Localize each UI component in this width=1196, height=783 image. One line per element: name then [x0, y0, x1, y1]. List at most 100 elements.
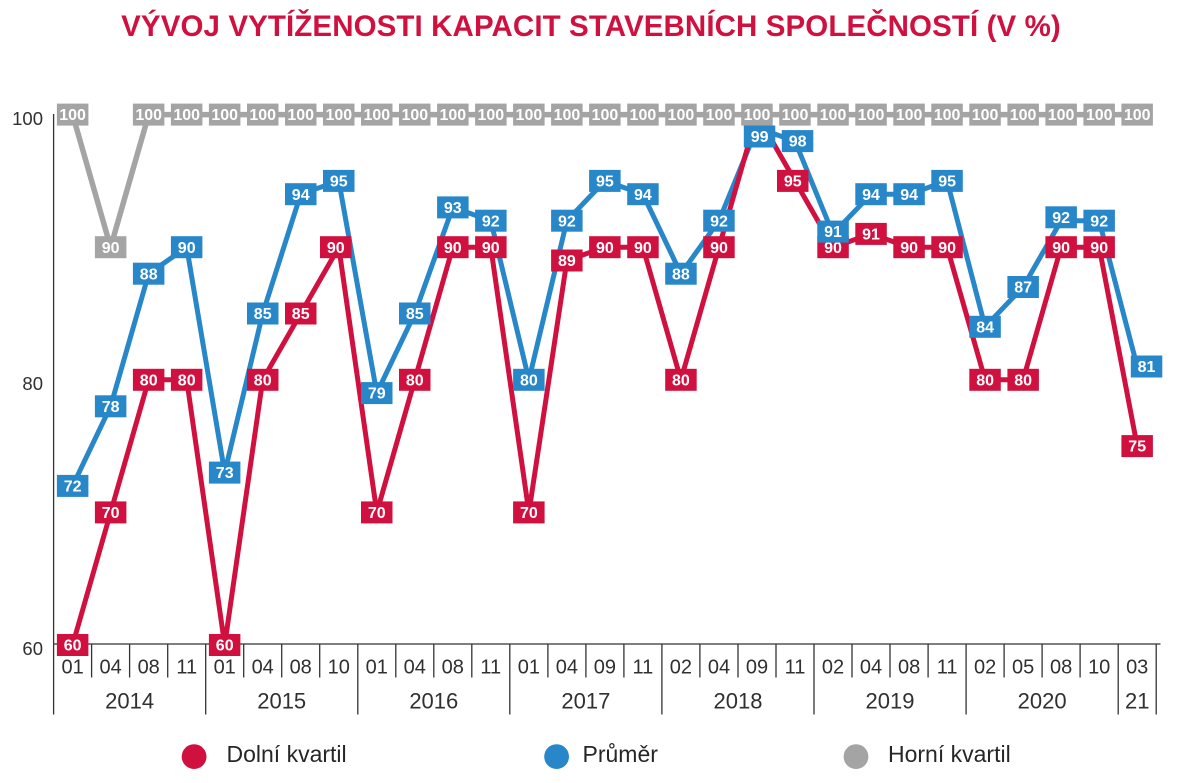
svg-text:2020: 2020	[1018, 689, 1067, 714]
svg-text:100: 100	[858, 107, 885, 124]
svg-text:92: 92	[558, 213, 576, 230]
svg-text:100: 100	[439, 107, 466, 124]
svg-text:02: 02	[822, 657, 844, 679]
svg-text:90: 90	[102, 240, 120, 257]
svg-text:11: 11	[937, 657, 958, 679]
svg-text:87: 87	[1014, 280, 1032, 297]
svg-text:95: 95	[330, 174, 348, 191]
svg-text:90: 90	[178, 240, 196, 257]
svg-text:2017: 2017	[561, 689, 610, 714]
svg-text:81: 81	[1138, 359, 1156, 376]
svg-text:90: 90	[482, 240, 500, 257]
svg-text:100: 100	[211, 107, 238, 124]
svg-text:100: 100	[630, 107, 657, 124]
svg-text:100: 100	[401, 107, 428, 124]
svg-text:94: 94	[862, 187, 880, 204]
svg-text:75: 75	[1128, 439, 1146, 456]
svg-text:Průměr: Průměr	[583, 741, 659, 767]
svg-text:94: 94	[292, 187, 310, 204]
svg-text:100: 100	[249, 107, 276, 124]
svg-text:95: 95	[596, 174, 614, 191]
svg-text:09: 09	[746, 657, 768, 679]
svg-text:04: 04	[99, 657, 121, 679]
svg-text:100: 100	[287, 107, 314, 124]
svg-text:100: 100	[668, 107, 695, 124]
svg-text:91: 91	[862, 227, 880, 244]
svg-text:79: 79	[368, 386, 386, 403]
svg-text:88: 88	[672, 266, 690, 283]
svg-text:04: 04	[404, 657, 426, 679]
svg-text:08: 08	[898, 657, 920, 679]
svg-text:04: 04	[860, 657, 882, 679]
svg-text:04: 04	[556, 657, 578, 679]
svg-text:70: 70	[102, 505, 120, 522]
svg-text:02: 02	[974, 657, 996, 679]
svg-text:100: 100	[554, 107, 581, 124]
svg-text:100: 100	[1010, 107, 1037, 124]
svg-text:08: 08	[138, 657, 160, 679]
svg-text:03: 03	[1126, 657, 1148, 679]
svg-text:80: 80	[22, 373, 43, 394]
svg-text:98: 98	[789, 134, 807, 151]
svg-text:60: 60	[64, 638, 82, 655]
svg-text:2015: 2015	[257, 689, 306, 714]
svg-text:89: 89	[558, 253, 576, 270]
svg-text:90: 90	[327, 240, 345, 257]
svg-text:01: 01	[61, 657, 83, 679]
svg-text:95: 95	[784, 174, 802, 191]
svg-text:88: 88	[140, 266, 158, 283]
svg-text:2014: 2014	[105, 689, 154, 714]
svg-text:100: 100	[1048, 107, 1075, 124]
svg-text:90: 90	[1052, 240, 1070, 257]
svg-text:VÝVOJ VYTÍŽENOSTI KAPACIT STAV: VÝVOJ VYTÍŽENOSTI KAPACIT STAVEBNÍCH SPO…	[121, 9, 1061, 43]
svg-text:Dolní kvartil: Dolní kvartil	[227, 741, 347, 767]
svg-text:60: 60	[22, 638, 43, 659]
svg-text:100: 100	[173, 107, 200, 124]
svg-text:100: 100	[363, 107, 390, 124]
svg-text:2016: 2016	[409, 689, 458, 714]
svg-text:04: 04	[708, 657, 730, 679]
svg-text:100: 100	[477, 107, 504, 124]
svg-text:10: 10	[328, 657, 350, 679]
svg-text:90: 90	[824, 240, 842, 257]
svg-text:92: 92	[1090, 213, 1108, 230]
svg-text:94: 94	[900, 187, 918, 204]
svg-text:100: 100	[782, 107, 809, 124]
svg-text:11: 11	[480, 657, 501, 679]
svg-text:80: 80	[140, 372, 158, 389]
svg-text:94: 94	[634, 187, 652, 204]
svg-text:90: 90	[1090, 240, 1108, 257]
svg-text:80: 80	[672, 372, 690, 389]
svg-text:90: 90	[596, 240, 614, 257]
svg-text:10: 10	[1088, 657, 1110, 679]
svg-text:92: 92	[482, 213, 500, 230]
svg-text:100: 100	[706, 107, 733, 124]
svg-text:70: 70	[368, 505, 386, 522]
svg-text:80: 80	[178, 372, 196, 389]
svg-text:90: 90	[710, 240, 728, 257]
svg-text:85: 85	[406, 306, 424, 323]
svg-text:85: 85	[254, 306, 272, 323]
svg-text:80: 80	[976, 372, 994, 389]
svg-text:09: 09	[594, 657, 616, 679]
svg-text:93: 93	[444, 200, 462, 217]
svg-text:Horní kvartil: Horní kvartil	[888, 741, 1011, 767]
svg-text:90: 90	[938, 240, 956, 257]
svg-text:100: 100	[12, 108, 43, 129]
svg-text:100: 100	[135, 107, 162, 124]
svg-text:01: 01	[518, 657, 540, 679]
svg-text:04: 04	[252, 657, 274, 679]
svg-text:2019: 2019	[866, 689, 915, 714]
svg-text:21: 21	[1125, 689, 1149, 714]
svg-text:11: 11	[633, 657, 654, 679]
svg-text:05: 05	[1012, 657, 1034, 679]
svg-text:99: 99	[751, 129, 769, 146]
svg-text:100: 100	[516, 107, 543, 124]
svg-text:2018: 2018	[714, 689, 763, 714]
svg-text:60: 60	[216, 638, 234, 655]
svg-text:85: 85	[292, 306, 310, 323]
svg-text:08: 08	[442, 657, 464, 679]
svg-text:100: 100	[820, 107, 847, 124]
svg-text:100: 100	[744, 107, 771, 124]
svg-text:90: 90	[900, 240, 918, 257]
